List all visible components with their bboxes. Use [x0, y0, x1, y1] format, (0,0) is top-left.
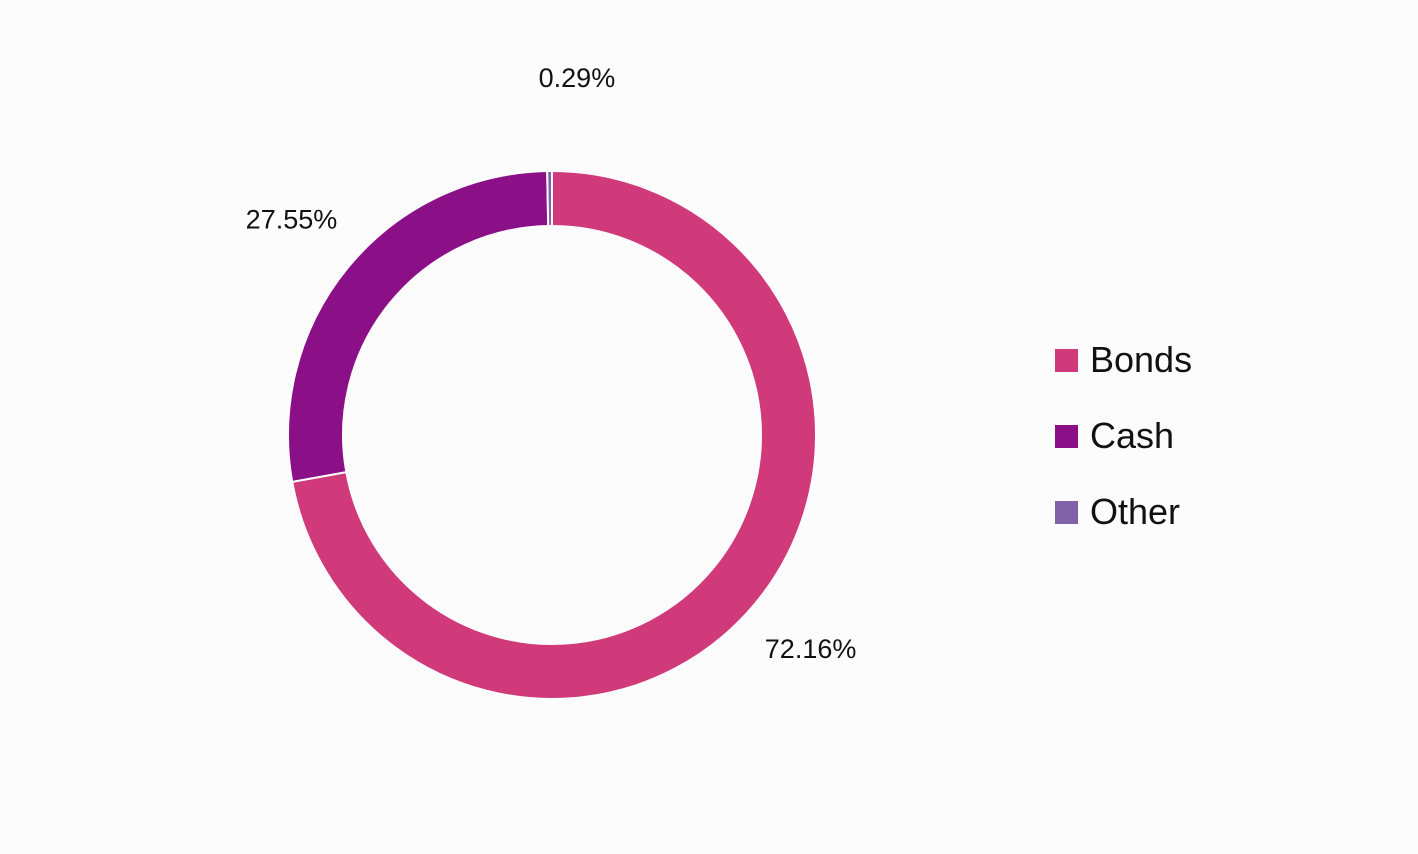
donut-slices [287, 169, 817, 700]
data-label-other: 0.29% [539, 63, 616, 93]
legend-label-cash: Cash [1090, 415, 1175, 456]
legend-item-cash: Cash [1055, 410, 1192, 462]
data-label-cash: 27.55% [246, 204, 338, 234]
legend-item-bonds: Bonds [1055, 334, 1192, 386]
data-labels: 72.16% 27.55% 0.29% [246, 63, 857, 664]
slice-other [546, 169, 553, 228]
slice-bonds [291, 169, 817, 700]
legend-swatch-cash [1055, 424, 1078, 448]
legend-swatch-other [1055, 500, 1078, 524]
legend: Bonds Cash Other [1055, 334, 1192, 562]
legend-swatch-bonds [1055, 348, 1078, 372]
legend-item-other: Other [1055, 486, 1192, 538]
data-label-bonds: 72.16% [765, 634, 857, 664]
legend-label-bonds: Bonds [1090, 339, 1193, 380]
legend-label-other: Other [1090, 491, 1181, 532]
